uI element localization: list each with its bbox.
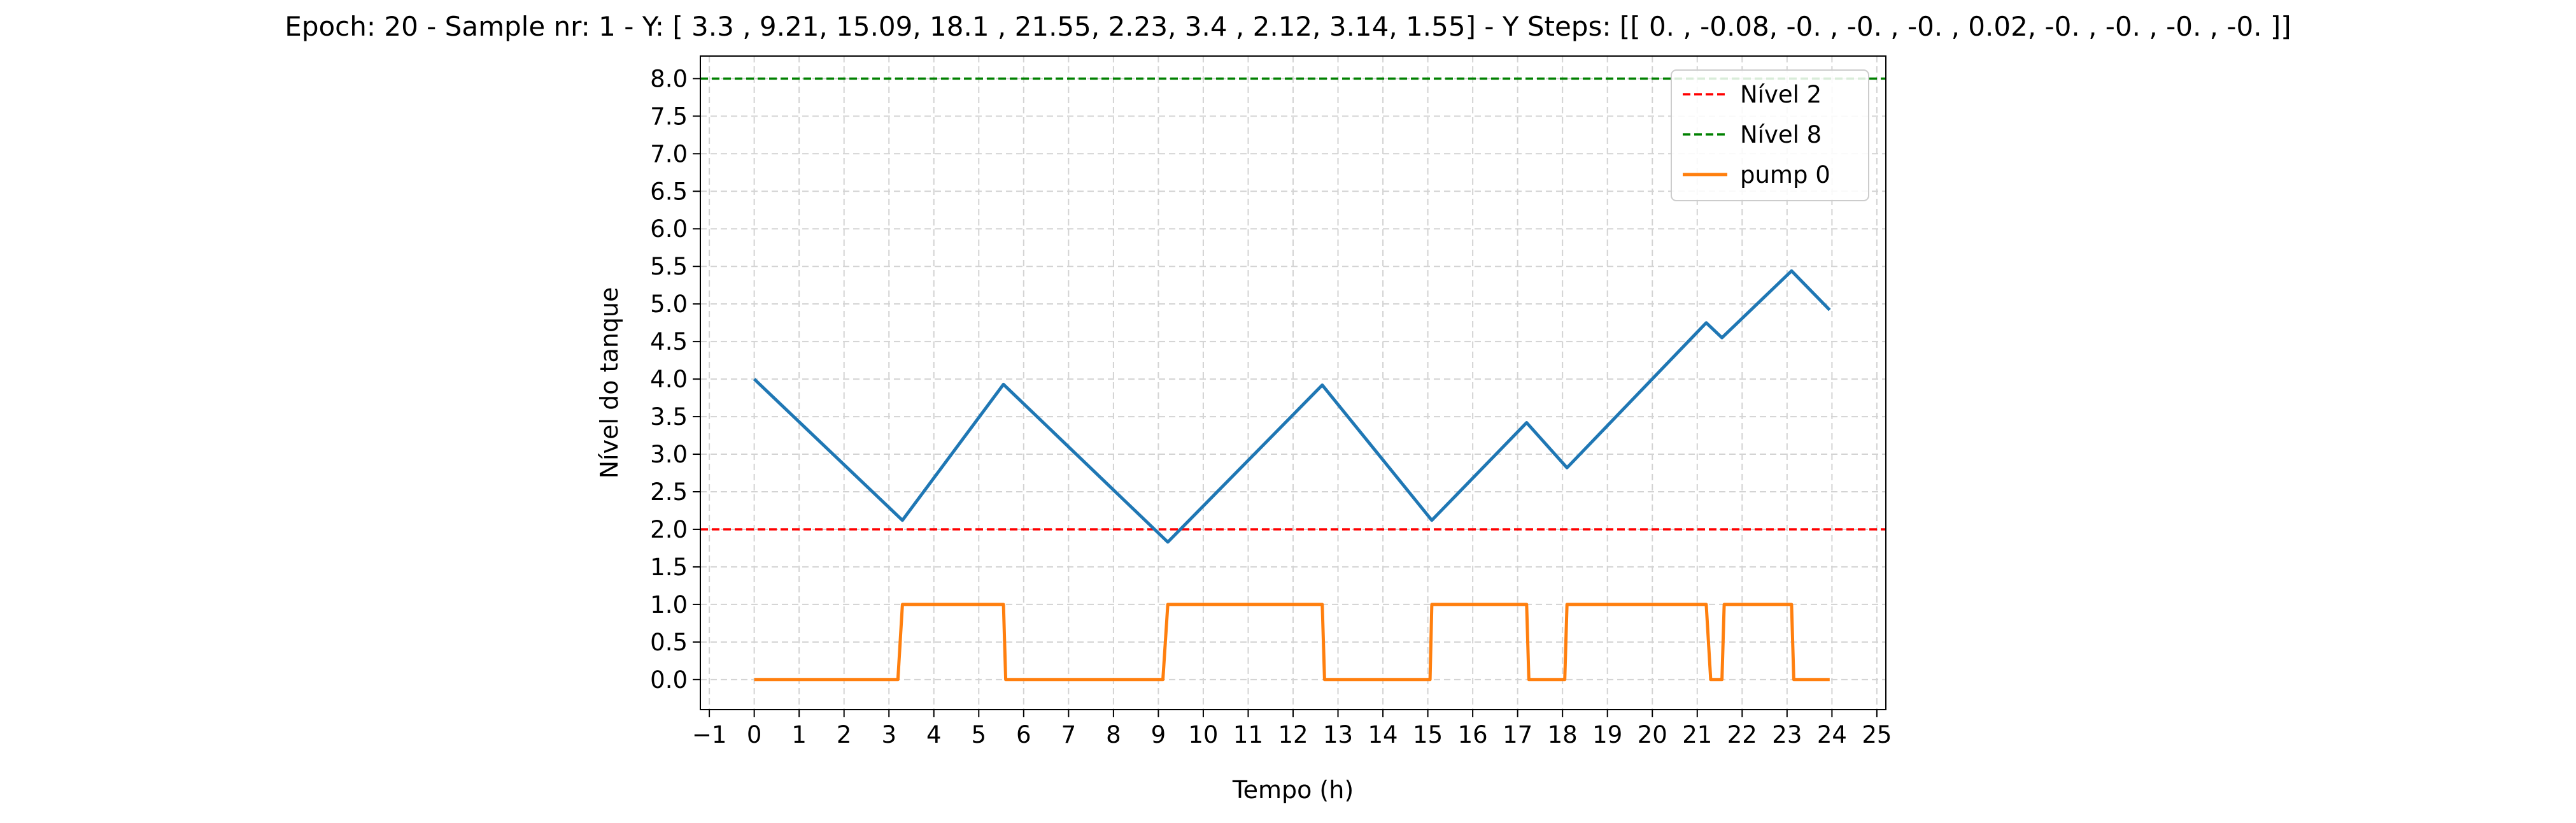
legend-label-nivel-2: Nível 2: [1740, 81, 1822, 108]
y-tick-label: 3.0: [650, 441, 688, 468]
x-tick-label: 22: [1727, 721, 1757, 748]
x-tick-label: 1: [791, 721, 807, 748]
x-tick-label: 14: [1368, 721, 1398, 748]
x-tick-label: 4: [926, 721, 942, 748]
x-tick-label: 8: [1106, 721, 1121, 748]
y-tick-label: 5.0: [650, 290, 688, 318]
x-tick-label: 9: [1151, 721, 1166, 748]
x-tick-label: 23: [1772, 721, 1802, 748]
x-tick-label: 19: [1592, 721, 1622, 748]
x-tick-label: 16: [1458, 721, 1488, 748]
x-tick-label: 12: [1278, 721, 1308, 748]
x-tick-label: 13: [1323, 721, 1353, 748]
x-axis-label: Tempo (h): [1232, 776, 1354, 804]
x-tick-label: 17: [1503, 721, 1532, 748]
y-axis-ticks: 0.0 0.5 1.0 1.5 2.0 2.5 3.0 3.5 4.0 4.5 5.0 5.5 6.0 6…: [650, 65, 700, 694]
x-tick-label: 7: [1061, 721, 1077, 748]
y-tick-label: 0.0: [650, 666, 688, 694]
legend-box: [1671, 69, 1869, 201]
y-tick-label: 3.5: [650, 403, 688, 431]
y-axis-label: Nível do tanque: [595, 287, 623, 479]
x-tick-label: 11: [1233, 721, 1263, 748]
y-tick-label: 2.0: [650, 516, 688, 543]
x-axis-ticks: −1 0 1 2 3 4 5 6 7 8 9 10 11 12 13 14 15 16 17 18 19 20 21 22 23…: [692, 710, 1892, 748]
y-tick-label: 1.5: [650, 554, 688, 581]
x-tick-label: 24: [1817, 721, 1847, 748]
x-tick-label: 10: [1188, 721, 1218, 748]
x-tick-label: 25: [1862, 721, 1892, 748]
x-tick-label: 6: [1016, 721, 1031, 748]
x-tick-label: 5: [972, 721, 987, 748]
x-tick-label: 2: [837, 721, 852, 748]
chart-title: Epoch: 20 - Sample nr: 1 - Y: [ 3.3 , 9.…: [285, 11, 2291, 42]
y-tick-label: 4.5: [650, 328, 688, 355]
x-tick-label: 21: [1682, 721, 1712, 748]
y-tick-label: 5.5: [650, 253, 688, 280]
x-tick-label: 20: [1638, 721, 1667, 748]
x-tick-label: 15: [1413, 721, 1443, 748]
x-tick-label: 0: [747, 721, 762, 748]
legend: Nível 2 Nível 8 pump 0: [1671, 69, 1869, 201]
y-tick-label: 7.5: [650, 103, 688, 130]
x-tick-label: 18: [1548, 721, 1578, 748]
y-tick-label: 6.5: [650, 178, 688, 205]
y-tick-label: 4.0: [650, 366, 688, 393]
data-series: [753, 269, 1831, 682]
legend-label-nivel-8: Nível 8: [1740, 121, 1822, 148]
x-tick-label: 3: [881, 721, 896, 748]
y-tick-label: 6.0: [650, 215, 688, 243]
y-tick-label: 1.0: [650, 591, 688, 619]
y-tick-label: 8.0: [650, 65, 688, 92]
series-line-pump-0: [754, 603, 1830, 682]
y-tick-label: 7.0: [650, 140, 688, 168]
y-tick-label: 2.5: [650, 478, 688, 506]
series-line-tank-level: [753, 269, 1831, 544]
x-tick-label: −1: [692, 721, 727, 748]
legend-label-pump-0: pump 0: [1740, 161, 1830, 189]
y-tick-label: 0.5: [650, 629, 688, 656]
